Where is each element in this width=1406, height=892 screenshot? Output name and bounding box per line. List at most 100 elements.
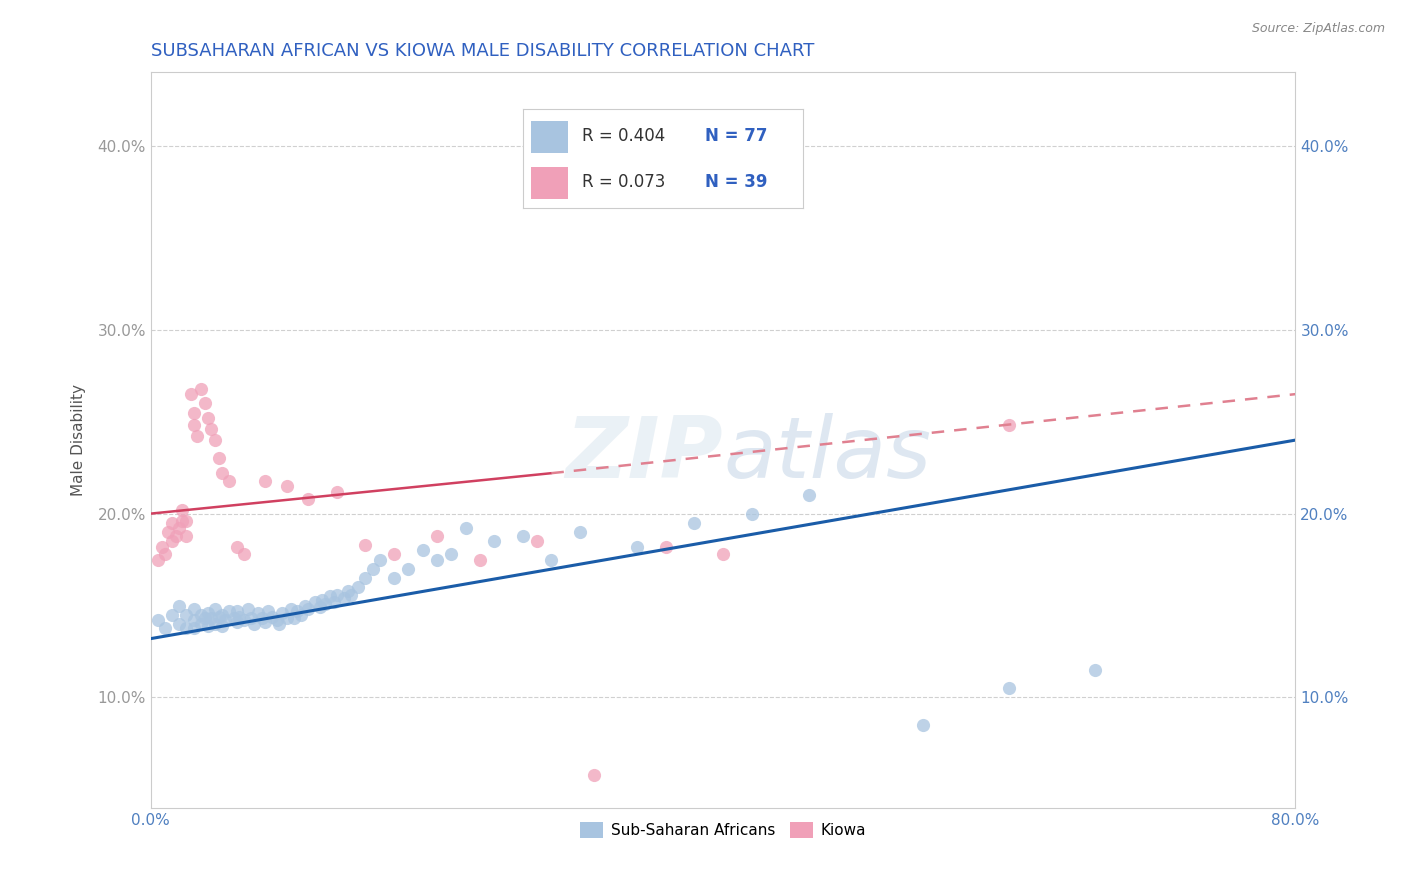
Point [183, 405, 205, 419]
Point [166, 529, 188, 543]
Point [153, 621, 176, 635]
Point [153, 547, 176, 561]
Point [208, 609, 231, 624]
Point [454, 521, 477, 535]
Point [204, 433, 226, 447]
Point [180, 387, 202, 401]
Point [169, 521, 191, 535]
Point [190, 382, 212, 396]
Point [222, 611, 245, 625]
Point [311, 593, 333, 607]
Point [211, 466, 233, 480]
Point [583, 767, 606, 781]
Point [276, 611, 298, 625]
Point [540, 552, 562, 566]
Point [683, 516, 706, 530]
Point [297, 491, 319, 506]
Point [468, 552, 491, 566]
Point [146, 613, 169, 627]
Point [318, 590, 340, 604]
Point [183, 613, 205, 627]
Point [183, 418, 205, 433]
Point [912, 718, 935, 732]
Point [254, 615, 277, 629]
Point [214, 613, 236, 627]
Point [354, 538, 377, 552]
Text: atlas: atlas [723, 413, 931, 496]
Point [655, 540, 678, 554]
Point [169, 616, 191, 631]
Point [266, 613, 288, 627]
Point [322, 595, 344, 609]
Point [426, 552, 449, 566]
Point [211, 619, 233, 633]
Point [304, 595, 326, 609]
Point [308, 600, 330, 615]
Point [242, 616, 264, 631]
Point [232, 613, 254, 627]
Point [569, 524, 592, 539]
Point [200, 422, 222, 436]
Point [200, 611, 222, 625]
Point [412, 543, 434, 558]
Point [297, 602, 319, 616]
Point [252, 611, 274, 625]
Point [150, 540, 173, 554]
Point [228, 609, 250, 624]
Text: SUBSAHARAN AFRICAN VS KIOWA MALE DISABILITY CORRELATION CHART: SUBSAHARAN AFRICAN VS KIOWA MALE DISABIL… [150, 42, 814, 60]
Point [176, 514, 198, 528]
Point [183, 621, 205, 635]
Text: Source: ZipAtlas.com: Source: ZipAtlas.com [1251, 22, 1385, 36]
Point [276, 479, 298, 493]
Point [998, 681, 1021, 696]
Text: ZIP: ZIP [565, 413, 723, 496]
Point [337, 583, 360, 598]
Point [186, 429, 208, 443]
Point [280, 602, 302, 616]
Point [176, 621, 198, 635]
Y-axis label: Male Disability: Male Disability [72, 384, 86, 496]
Point [176, 607, 198, 622]
Point [711, 547, 734, 561]
Point [482, 534, 505, 549]
Point [354, 571, 377, 585]
Point [382, 571, 405, 585]
Point [146, 552, 169, 566]
Point [361, 562, 384, 576]
Point [197, 606, 219, 620]
Point [262, 609, 284, 624]
Point [440, 547, 463, 561]
Point [269, 616, 291, 631]
Point [314, 597, 336, 611]
Point [396, 562, 419, 576]
Point [218, 604, 240, 618]
Point [271, 606, 294, 620]
Point [347, 580, 370, 594]
Point [197, 619, 219, 633]
Point [218, 474, 240, 488]
Point [290, 607, 312, 622]
Point [294, 599, 316, 613]
Point [998, 418, 1021, 433]
Point [382, 547, 405, 561]
Point [526, 534, 548, 549]
Point [236, 602, 259, 616]
Point [204, 616, 226, 631]
Point [741, 507, 763, 521]
Point [325, 587, 347, 601]
Point [232, 547, 254, 561]
Point [160, 607, 183, 622]
Point [204, 602, 226, 616]
Point [797, 488, 820, 502]
Point [208, 451, 231, 466]
Point [225, 604, 247, 618]
Point [160, 534, 183, 549]
Point [247, 606, 270, 620]
Point [239, 611, 262, 625]
Point [225, 615, 247, 629]
Point [1084, 663, 1107, 677]
Point [283, 611, 305, 625]
Point [254, 474, 277, 488]
Point [626, 540, 648, 554]
Point [333, 591, 356, 606]
